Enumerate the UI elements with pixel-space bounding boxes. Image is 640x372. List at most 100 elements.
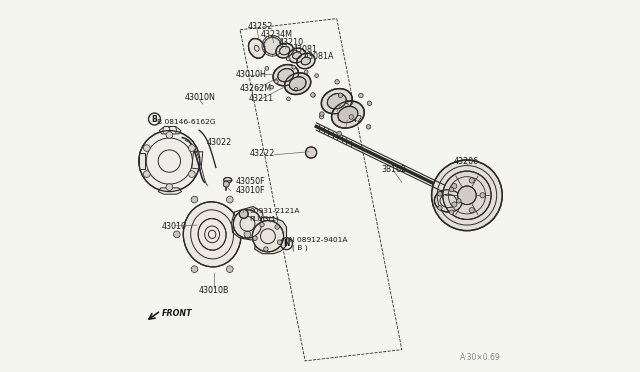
Text: ( B ): ( B ) — [292, 244, 308, 251]
Circle shape — [265, 67, 269, 70]
Text: FRONT: FRONT — [162, 309, 193, 318]
Circle shape — [452, 202, 457, 207]
Circle shape — [367, 101, 372, 106]
Circle shape — [191, 266, 198, 273]
Circle shape — [315, 74, 319, 77]
Circle shape — [449, 187, 454, 192]
Circle shape — [260, 222, 264, 227]
Circle shape — [294, 87, 298, 91]
Circle shape — [292, 65, 296, 69]
Text: 43252: 43252 — [248, 22, 273, 31]
Circle shape — [166, 132, 173, 138]
Text: 43211: 43211 — [249, 94, 274, 103]
Circle shape — [143, 145, 150, 151]
Circle shape — [227, 266, 233, 273]
Text: 00931-2121A: 00931-2121A — [250, 208, 300, 214]
Ellipse shape — [276, 43, 293, 58]
Circle shape — [253, 236, 257, 240]
Text: 43222: 43222 — [250, 149, 275, 158]
Circle shape — [438, 206, 442, 210]
Circle shape — [173, 231, 180, 238]
Circle shape — [431, 160, 502, 231]
Circle shape — [189, 145, 195, 151]
Circle shape — [305, 147, 317, 158]
Circle shape — [239, 209, 248, 218]
Circle shape — [337, 131, 341, 136]
Circle shape — [275, 225, 279, 229]
Circle shape — [438, 192, 442, 196]
Text: 43081A: 43081A — [304, 52, 335, 61]
Ellipse shape — [297, 53, 315, 69]
Circle shape — [456, 199, 461, 203]
Circle shape — [452, 183, 457, 189]
Circle shape — [335, 80, 339, 84]
Ellipse shape — [285, 73, 311, 94]
Circle shape — [305, 70, 308, 74]
Text: 43010N: 43010N — [185, 93, 216, 102]
Circle shape — [223, 181, 229, 187]
Text: 43010: 43010 — [162, 222, 187, 231]
Circle shape — [189, 171, 195, 177]
Ellipse shape — [292, 52, 301, 59]
Polygon shape — [255, 218, 287, 254]
Circle shape — [252, 221, 284, 252]
Circle shape — [319, 112, 324, 116]
Ellipse shape — [248, 39, 265, 58]
Ellipse shape — [198, 219, 226, 250]
Circle shape — [191, 196, 198, 203]
Text: 43262M: 43262M — [240, 84, 272, 93]
Circle shape — [339, 93, 343, 97]
Ellipse shape — [338, 106, 358, 123]
Text: A·30×0.69: A·30×0.69 — [460, 353, 500, 362]
Circle shape — [264, 247, 268, 251]
Text: 38162: 38162 — [382, 165, 407, 174]
Circle shape — [443, 171, 491, 219]
Ellipse shape — [278, 68, 294, 82]
Circle shape — [287, 97, 291, 101]
Text: 43081: 43081 — [292, 45, 317, 54]
Text: N 08912-9401A: N 08912-9401A — [289, 237, 348, 243]
Circle shape — [358, 93, 363, 98]
Circle shape — [275, 80, 278, 83]
Ellipse shape — [435, 190, 462, 212]
Ellipse shape — [223, 177, 232, 183]
Circle shape — [469, 208, 474, 213]
Text: B: B — [152, 115, 157, 124]
Polygon shape — [159, 126, 181, 134]
Circle shape — [286, 57, 290, 61]
Polygon shape — [191, 152, 203, 169]
Text: 43010B: 43010B — [199, 286, 229, 295]
Circle shape — [264, 37, 281, 54]
Circle shape — [349, 115, 353, 119]
Ellipse shape — [280, 46, 290, 55]
Circle shape — [480, 193, 485, 198]
Text: ( 1 ): ( 1 ) — [162, 126, 177, 133]
Polygon shape — [232, 206, 264, 240]
Text: 43206: 43206 — [454, 157, 479, 166]
Text: 43010F: 43010F — [235, 186, 265, 195]
Circle shape — [458, 186, 476, 205]
Ellipse shape — [321, 89, 352, 114]
Circle shape — [310, 93, 315, 97]
Circle shape — [277, 240, 282, 244]
Circle shape — [366, 125, 371, 129]
Text: PLUG(1): PLUG(1) — [250, 215, 279, 222]
Ellipse shape — [288, 48, 306, 63]
Circle shape — [139, 131, 200, 192]
Ellipse shape — [183, 202, 241, 267]
Text: 43234M: 43234M — [261, 30, 293, 39]
Ellipse shape — [327, 93, 346, 109]
Text: 43050F: 43050F — [235, 177, 265, 186]
Ellipse shape — [332, 101, 364, 128]
Text: 43210: 43210 — [278, 38, 303, 46]
Circle shape — [244, 231, 251, 238]
Circle shape — [319, 115, 324, 119]
Circle shape — [143, 171, 150, 177]
Text: 43022: 43022 — [207, 138, 232, 147]
Text: 43010H: 43010H — [236, 70, 267, 79]
Ellipse shape — [289, 77, 306, 91]
Circle shape — [449, 210, 454, 214]
Circle shape — [227, 196, 233, 203]
Circle shape — [270, 85, 273, 89]
Ellipse shape — [273, 65, 298, 86]
